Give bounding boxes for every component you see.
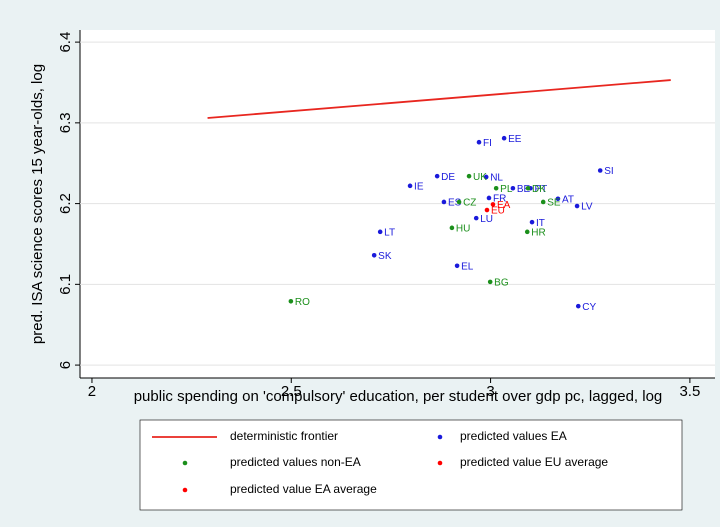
point (407, 183, 413, 189)
legend-marker (182, 487, 188, 493)
point (493, 185, 499, 191)
point-label: PT (534, 184, 547, 195)
point (456, 199, 462, 205)
point (529, 219, 535, 225)
point (490, 202, 496, 207)
point (288, 298, 294, 304)
y-axis-title: pred. ISA science scores 15 year-olds, l… (29, 64, 46, 344)
point (454, 263, 460, 269)
point-label: RO (295, 297, 310, 308)
y-tick-label: 6.4 (57, 32, 74, 53)
point (524, 229, 530, 235)
point (476, 139, 482, 145)
legend-marker (437, 434, 443, 440)
point-label: AT (562, 194, 574, 205)
frontier-line (207, 79, 671, 119)
y-tick-label: 6.3 (57, 112, 74, 133)
point-label: FR (493, 194, 506, 205)
point (377, 229, 383, 235)
point-label: NL (490, 173, 503, 184)
point-label: LV (581, 202, 593, 213)
point (486, 195, 492, 201)
point (466, 173, 472, 179)
x-tick-label: 2 (88, 383, 96, 400)
legend-label: predicted value EU average (460, 455, 608, 469)
point (449, 225, 455, 231)
point-label: SK (378, 251, 392, 262)
point-label: EU (491, 206, 505, 217)
point-label: SI (604, 166, 613, 177)
point (473, 215, 479, 221)
point (484, 207, 490, 213)
legend-label: predicted values EA (460, 429, 567, 443)
point-label: DE (441, 172, 455, 183)
y-tick-label: 6.2 (57, 193, 74, 214)
legend-marker (182, 460, 188, 466)
point (525, 185, 531, 191)
y-tick-label: 6 (57, 361, 74, 369)
y-tick-label: 6.1 (57, 274, 74, 295)
point-label: HR (531, 227, 545, 238)
point (434, 173, 440, 179)
point-label: DK (532, 184, 546, 195)
point (441, 199, 447, 205)
legend-marker (437, 460, 443, 466)
point-label: SE (547, 198, 561, 209)
point-label: PL (500, 184, 513, 195)
point-label: BE (517, 184, 531, 195)
x-axis-title: public spending on 'compulsory' educatio… (134, 388, 663, 405)
legend-label: deterministic frontier (230, 429, 338, 443)
point (575, 303, 581, 309)
point-label: LT (384, 227, 395, 238)
point-label: FI (483, 138, 492, 149)
x-tick-label: 3.5 (679, 383, 700, 400)
point-label: ES (448, 198, 462, 209)
point-label: IE (414, 181, 424, 192)
x-tick-label: 2.5 (281, 383, 302, 400)
x-tick-label: 3 (486, 383, 494, 400)
point (540, 199, 546, 205)
point-label: LU (480, 214, 493, 225)
point (510, 185, 516, 191)
point (501, 135, 507, 141)
point-label: CZ (463, 198, 476, 209)
point-label: UK (473, 172, 487, 183)
point (574, 203, 580, 209)
point (555, 196, 561, 202)
point (371, 252, 377, 258)
point-label: HU (456, 223, 470, 234)
point (487, 279, 493, 285)
point-label: EA (497, 200, 511, 211)
point (597, 168, 603, 173)
legend-label: predicted value EA average (230, 482, 377, 496)
point-label: IT (536, 218, 545, 229)
point-label: EL (461, 261, 474, 272)
point (483, 174, 489, 180)
legend (139, 419, 683, 511)
point-label: CY (582, 302, 596, 313)
point-label: BG (494, 278, 509, 289)
point-label: EE (508, 134, 522, 145)
legend-label: predicted values non-EA (230, 455, 361, 469)
